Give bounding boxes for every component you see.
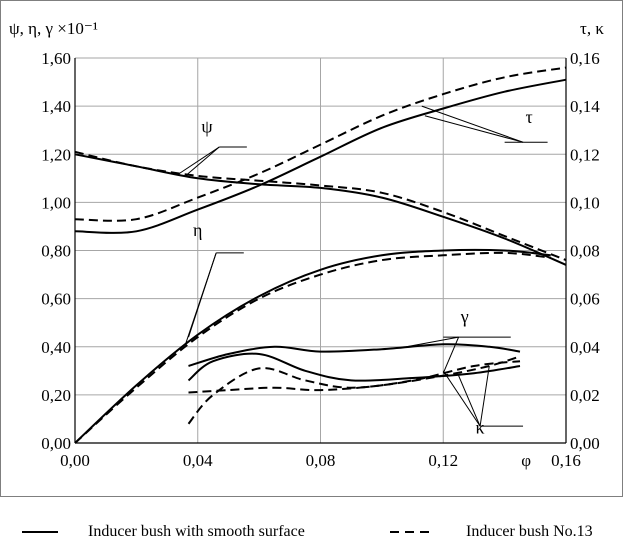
right-tick-label: 0,14: [570, 97, 600, 116]
leader-line-kappa: [442, 370, 481, 427]
right-tick-label: 0,02: [570, 386, 600, 405]
series-psi-dashed: [74, 150, 567, 262]
left-tick-label: 1,00: [41, 193, 71, 212]
right-tick-label: 0,08: [570, 242, 600, 261]
left-tick-label: 0,40: [41, 338, 71, 357]
leader-line-tau: [421, 105, 524, 143]
series-kappa-solid: [187, 352, 521, 382]
x-tick-label: 0,16: [551, 451, 581, 470]
curve-label-psi: ψ: [201, 117, 213, 137]
chart-frame: 0,00 0,00 0,20 0,02 0,40 0,04 0,60 0,06 0,80 0,08…: [0, 0, 623, 497]
curve-label-eta: η: [193, 220, 202, 240]
leader-line-gamma: [442, 336, 460, 374]
series-eta-solid: [74, 248, 551, 444]
series-gamma-solid: [188, 343, 521, 367]
left-tick-label: 1,20: [41, 145, 71, 164]
left-axis-label: ψ, η, γ ×10⁻¹: [9, 19, 98, 38]
x-tick-label: 0,12: [428, 451, 458, 470]
left-tick-label: 1,40: [41, 97, 71, 116]
legend-swatch-dashed: [390, 531, 432, 533]
series-kappa-dashed: [187, 360, 521, 425]
chart-plot: 0,00 0,000,20 0,020,40 0,040,60 0,060,80 0,08…: [9, 19, 604, 470]
right-axis-label: τ, κ: [580, 19, 604, 38]
leader-line-eta: [188, 252, 217, 338]
x-tick-label: 0,08: [306, 451, 336, 470]
leader-line-gamma: [406, 336, 459, 348]
x-axis-label: φ: [521, 451, 531, 470]
legend-label-no13: Inducer bush No.13: [466, 523, 593, 540]
series-eta-dashed: [74, 251, 551, 444]
leader-line-kappa: [458, 375, 481, 427]
right-tick-label: 0,12: [570, 145, 600, 164]
left-tick-label: 1,60: [41, 49, 71, 68]
series-tau-dashed: [74, 66, 567, 222]
curve-label-gamma: γ: [460, 307, 469, 327]
curve-label-kappa: κ: [476, 417, 485, 437]
left-tick-label: 0,80: [41, 242, 71, 261]
x-tick-label: 0,04: [183, 451, 213, 470]
leader-line-psi: [185, 146, 220, 177]
right-tick-label: 0,10: [570, 193, 600, 212]
leader-line-psi: [179, 146, 220, 174]
legend-item-no13: Inducer bush No.13: [390, 522, 593, 542]
leader-line-kappa: [479, 365, 490, 427]
legend-item-smooth: Inducer bush with smooth surface: [22, 522, 305, 542]
left-tick-label: 0,20: [41, 386, 71, 405]
legend-swatch-solid: [22, 531, 58, 533]
legend-label-smooth: Inducer bush with smooth surface: [88, 523, 305, 540]
right-tick-label: 0,04: [570, 338, 600, 357]
x-tick-label: 0,00: [60, 451, 90, 470]
curve-label-tau: τ: [526, 107, 533, 127]
leader-line-tau: [424, 115, 524, 143]
right-tick-label: 0,16: [570, 49, 600, 68]
right-tick-label: 0,00: [570, 434, 600, 453]
right-tick-label: 0,06: [570, 290, 600, 309]
left-tick-label: 0,60: [41, 290, 71, 309]
series-tau-solid: [74, 78, 567, 234]
left-tick-label: 0,00: [41, 434, 71, 453]
